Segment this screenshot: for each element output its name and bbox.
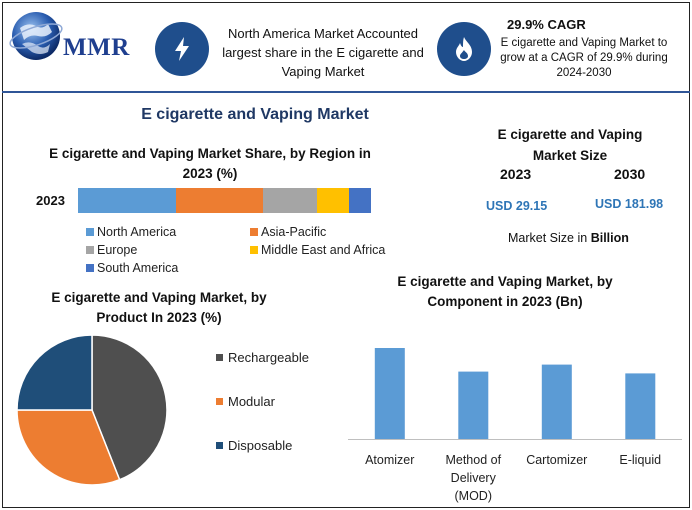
legend-swatch [250, 246, 258, 254]
legend-swatch [216, 354, 223, 361]
header: MMR North America Market Accounted large… [0, 0, 692, 92]
component-x-label-cartomizer: Cartomizer [512, 451, 602, 469]
region-stacked-bar [78, 188, 371, 213]
component-x-label-line: (MOD) [454, 489, 493, 503]
legend-label: Middle East and Africa [261, 243, 386, 257]
globe-logo-icon [9, 12, 63, 60]
flame-badge [437, 22, 491, 76]
lightning-bolt-badge [155, 22, 209, 76]
unit-prefix: Market Size in [508, 231, 588, 245]
cagr-title: 29.9% CAGR [507, 17, 586, 32]
legend-swatch [86, 264, 94, 272]
component-bar-e-liquid [625, 373, 656, 439]
product-legend-item-disposable: Disposable [216, 438, 292, 453]
component-x-label-line: Method of [445, 453, 502, 467]
market-size-value-2030: USD 181.98 [595, 197, 664, 211]
legend-label: Asia-Pacific [261, 225, 327, 239]
legend-swatch [250, 228, 258, 236]
region-legend-item-europe: Europe [86, 243, 137, 257]
legend-swatch [216, 442, 223, 449]
component-x-label-atomizer: Atomizer [345, 451, 435, 469]
product-chart-title: E cigarette and Vaping Market, by Produc… [51, 290, 267, 325]
market-size-value-2023: USD 29.15 [486, 199, 548, 213]
component-x-label-e-liquid: E-liquid [595, 451, 685, 469]
product-legend-item-modular: Modular [216, 394, 275, 409]
component-x-label-line: Cartomizer [526, 453, 588, 467]
region-bar-segment-north-america [78, 188, 177, 213]
flame-icon [456, 37, 472, 61]
legend-label: South America [97, 261, 179, 275]
lightning-bolt-icon [175, 37, 189, 61]
header-divider [2, 91, 690, 93]
pie-slice-modular [16, 409, 121, 486]
legend-label: Rechargeable [228, 350, 309, 365]
market-size-year-2023: 2023 [500, 166, 532, 182]
market-size-unit: Market Size in Billion [508, 231, 629, 245]
unit-bold: Billion [590, 231, 629, 245]
region-year-label: 2023 [36, 193, 65, 208]
north-america-highlight: North America Market Accounted largest s… [222, 26, 424, 79]
legend-label: North America [97, 225, 177, 239]
region-bar-segment-europe [262, 188, 317, 213]
region-legend-item-south-america: South America [86, 261, 178, 275]
region-legend-item-north-america: North America [86, 225, 176, 239]
region-bar-segment-south-america [348, 188, 371, 213]
pie-slice-disposable [16, 334, 93, 411]
region-bar-segment-middle-east-and-africa [316, 188, 349, 213]
legend-swatch [86, 228, 94, 236]
component-x-label-line: Delivery [450, 471, 496, 485]
legend-swatch [86, 246, 94, 254]
legend-label: Disposable [228, 438, 293, 453]
component-x-label-line: E-liquid [619, 453, 662, 467]
product-legend-item-rechargeable: Rechargeable [216, 350, 309, 365]
region-bar-segment-asia-pacific [176, 188, 263, 213]
component-bar-atomizer [374, 348, 405, 439]
legend-label: Europe [97, 243, 138, 257]
region-legend-item-middle-east-and-africa: Middle East and Africa [250, 243, 385, 257]
main-title: E cigarette and Vaping Market [141, 106, 369, 123]
legend-swatch [216, 398, 223, 405]
component-bar-method-of-delivery-mod [458, 371, 489, 439]
cagr-description: E cigarette and Vaping Market to grow at… [500, 37, 668, 79]
product-pie-chart [16, 334, 168, 486]
pie-slice-rechargeable [91, 334, 168, 481]
market-size-year-2030: 2030 [614, 166, 646, 182]
region-chart-title: E cigarette and Vaping Market Share, by … [49, 146, 371, 181]
component-bar-chart [348, 348, 682, 440]
component-bar-cartomizer [541, 364, 572, 439]
region-legend-item-asia-pacific: Asia-Pacific [250, 225, 326, 239]
legend-label: Modular [228, 394, 275, 409]
mmr-logo: MMR [8, 8, 148, 68]
component-chart-title: E cigarette and Vaping Market, by Compon… [397, 274, 613, 309]
market-size-title: E cigarette and Vaping Market Size [497, 127, 643, 163]
component-x-label-line: Atomizer [365, 453, 415, 467]
logo-text: MMR [63, 34, 130, 61]
component-x-label-method-of-delivery-mod: Method of Delivery (MOD) [428, 451, 518, 505]
